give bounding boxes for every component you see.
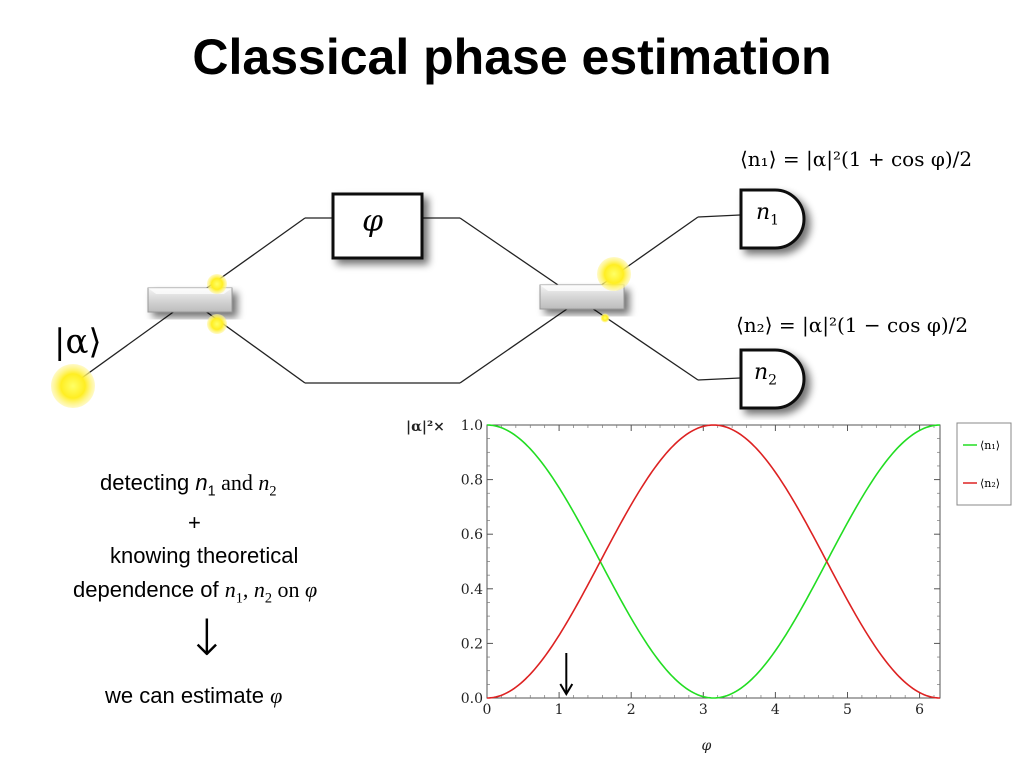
chart-legend [956, 422, 1012, 506]
equation-n1: ⟨n₁⟩ = |α|²(1 + cos φ)/2 [740, 147, 973, 171]
down-arrow: ↓ [186, 609, 228, 667]
reasoning-line-detecting: detecting n1 and n2 [100, 470, 277, 500]
detector-n1-label: n1 [756, 200, 780, 229]
series-line-1 [486, 424, 941, 699]
phase-label: φ [362, 204, 384, 239]
reasoning-plus: + [188, 510, 201, 535]
x-tick-label: 4 [771, 702, 780, 718]
x-tick-label: 6 [915, 702, 924, 718]
y-tick-label: 0.0 [461, 691, 483, 707]
detector-n2-label: n2 [754, 360, 778, 389]
annotation-arrow-head [559, 683, 574, 696]
output2-light [600, 313, 610, 323]
y-axis-label: |α|²× [406, 419, 445, 435]
output1-light [597, 257, 631, 291]
x-axis-label: φ [702, 738, 712, 754]
y-tick-label: 0.4 [461, 582, 483, 598]
y-tick-label: 0.2 [461, 636, 483, 652]
reasoning-line-dependence: dependence of n1, n2 on φ [73, 577, 318, 607]
x-tick-label: 5 [843, 702, 852, 718]
reasoning-line-knowing: knowing theoretical [110, 543, 299, 568]
x-tick-label: 1 [555, 702, 564, 718]
reasoning-conclusion: we can estimate φ [105, 683, 283, 708]
legend-label-2: ⟨n₂⟩ [980, 477, 1000, 490]
y-tick-label: 0.6 [461, 527, 483, 543]
detector-n2 [739, 348, 806, 410]
input-state-label: |α⟩ [54, 322, 102, 362]
y-tick-label: 1.0 [461, 418, 483, 434]
phase-shifter-box [331, 192, 424, 260]
interferometer-diagram [51, 188, 806, 410]
series-line-2 [486, 424, 941, 699]
x-tick-label: 2 [627, 702, 636, 718]
detector-n1 [739, 188, 806, 250]
slide-title: Classical phase estimation [192, 29, 832, 85]
beam-splitter-1 [147, 287, 233, 313]
upper-arm-light [207, 274, 227, 294]
cosine-chart: 0 1 2 3 4 5 6 0.0 0.2 0.4 0.6 0.8 1.0 |α|²× φ ⟨n₁⟩ ⟨n₂⟩ [406, 418, 1012, 754]
legend-label-1: ⟨n₁⟩ [980, 439, 1000, 452]
lower-arm-light [207, 314, 227, 334]
x-tick-label: 0 [483, 702, 492, 718]
x-tick-label: 3 [699, 702, 708, 718]
equation-n2: ⟨n₂⟩ = |α|²(1 − cos φ)/2 [736, 313, 969, 337]
y-tick-label: 0.8 [461, 473, 483, 489]
plot-frame [486, 424, 941, 699]
input-light-glow [51, 364, 95, 408]
